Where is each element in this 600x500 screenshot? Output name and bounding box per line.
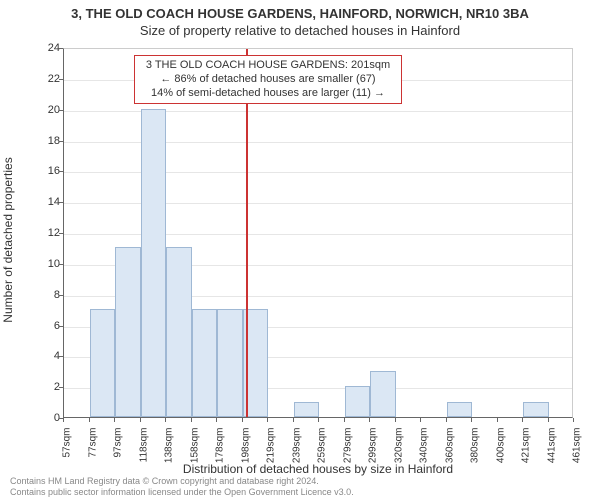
x-tick-mark (267, 418, 268, 422)
y-tick-mark (59, 295, 63, 296)
x-tick-mark (497, 418, 498, 422)
y-axis-label: Number of detached properties (1, 157, 15, 322)
x-tick-label: 461sqm (572, 428, 583, 464)
x-tick-mark (420, 418, 421, 422)
footer-line-1: Contains HM Land Registry data © Crown c… (10, 476, 354, 486)
x-tick-mark (344, 418, 345, 422)
histogram-bar (447, 402, 473, 417)
histogram-bar (345, 386, 371, 417)
histogram-bar (523, 402, 549, 417)
x-tick-label: 320sqm (393, 428, 404, 464)
x-tick-mark (140, 418, 141, 422)
y-tick-mark (59, 141, 63, 142)
annotation-box: 3 THE OLD COACH HOUSE GARDENS: 201sqm← 8… (134, 55, 402, 104)
x-tick-mark (395, 418, 396, 422)
x-tick-mark (89, 418, 90, 422)
x-tick-label: 299sqm (368, 428, 379, 464)
x-tick-label: 138sqm (164, 428, 175, 464)
footer-line-2: Contains public sector information licen… (10, 487, 354, 497)
x-tick-mark (165, 418, 166, 422)
histogram-bar (166, 247, 192, 417)
y-tick-mark (59, 171, 63, 172)
plot-area: 3 THE OLD COACH HOUSE GARDENS: 201sqm← 8… (63, 48, 573, 418)
histogram-bar (115, 247, 141, 417)
histogram-bar (90, 309, 116, 417)
y-tick-label: 4 (30, 350, 60, 362)
x-tick-mark (471, 418, 472, 422)
page-root: 3, THE OLD COACH HOUSE GARDENS, HAINFORD… (0, 0, 600, 500)
histogram-bar (141, 109, 167, 417)
x-tick-mark (318, 418, 319, 422)
y-tick-mark (59, 79, 63, 80)
y-tick-label: 16 (30, 165, 60, 177)
x-tick-mark (573, 418, 574, 422)
histogram-bar (294, 402, 320, 417)
y-tick-label: 0 (30, 412, 60, 424)
x-tick-mark (522, 418, 523, 422)
y-tick-label: 24 (30, 42, 60, 54)
annotation-line: ← 86% of detached houses are smaller (67… (139, 73, 397, 87)
x-tick-label: 77sqm (87, 428, 98, 458)
y-tick-label: 20 (30, 104, 60, 116)
x-tick-label: 279sqm (342, 428, 353, 464)
x-tick-mark (191, 418, 192, 422)
x-tick-label: 441sqm (546, 428, 557, 464)
y-tick-label: 14 (30, 196, 60, 208)
y-tick-label: 22 (30, 73, 60, 85)
y-tick-label: 8 (30, 289, 60, 301)
x-tick-mark (114, 418, 115, 422)
x-tick-mark (242, 418, 243, 422)
y-tick-mark (59, 110, 63, 111)
y-tick-mark (59, 202, 63, 203)
x-tick-mark (293, 418, 294, 422)
x-tick-mark (369, 418, 370, 422)
x-tick-label: 239sqm (291, 428, 302, 464)
y-tick-mark (59, 387, 63, 388)
y-tick-label: 18 (30, 135, 60, 147)
x-tick-label: 380sqm (470, 428, 481, 464)
x-tick-label: 178sqm (215, 428, 226, 464)
histogram-bar (217, 309, 243, 417)
x-tick-mark (63, 418, 64, 422)
x-tick-label: 340sqm (419, 428, 430, 464)
annotation-line: 3 THE OLD COACH HOUSE GARDENS: 201sqm (139, 59, 397, 73)
title-line-1: 3, THE OLD COACH HOUSE GARDENS, HAINFORD… (0, 6, 600, 21)
x-tick-label: 198sqm (240, 428, 251, 464)
y-tick-label: 2 (30, 381, 60, 393)
y-tick-mark (59, 233, 63, 234)
y-tick-mark (59, 264, 63, 265)
x-tick-label: 57sqm (62, 428, 73, 458)
x-tick-label: 219sqm (266, 428, 277, 464)
x-tick-label: 421sqm (521, 428, 532, 464)
x-tick-label: 360sqm (444, 428, 455, 464)
y-tick-mark (59, 326, 63, 327)
x-tick-label: 259sqm (317, 428, 328, 464)
y-tick-label: 6 (30, 320, 60, 332)
y-tick-mark (59, 48, 63, 49)
x-axis-label: Distribution of detached houses by size … (63, 462, 573, 476)
title-line-2: Size of property relative to detached ho… (0, 23, 600, 38)
x-tick-mark (446, 418, 447, 422)
y-tick-label: 12 (30, 227, 60, 239)
footer-attribution: Contains HM Land Registry data © Crown c… (10, 476, 354, 497)
chart-title: 3, THE OLD COACH HOUSE GARDENS, HAINFORD… (0, 0, 600, 38)
x-tick-mark (548, 418, 549, 422)
x-tick-label: 118sqm (138, 428, 149, 463)
y-tick-label: 10 (30, 258, 60, 270)
x-tick-label: 158sqm (189, 428, 200, 464)
annotation-line: 14% of semi-detached houses are larger (… (139, 87, 397, 101)
x-tick-mark (216, 418, 217, 422)
y-tick-mark (59, 356, 63, 357)
histogram-bar (370, 371, 396, 417)
histogram-bar (192, 309, 218, 417)
x-tick-label: 97sqm (113, 428, 124, 458)
x-tick-label: 400sqm (495, 428, 506, 464)
